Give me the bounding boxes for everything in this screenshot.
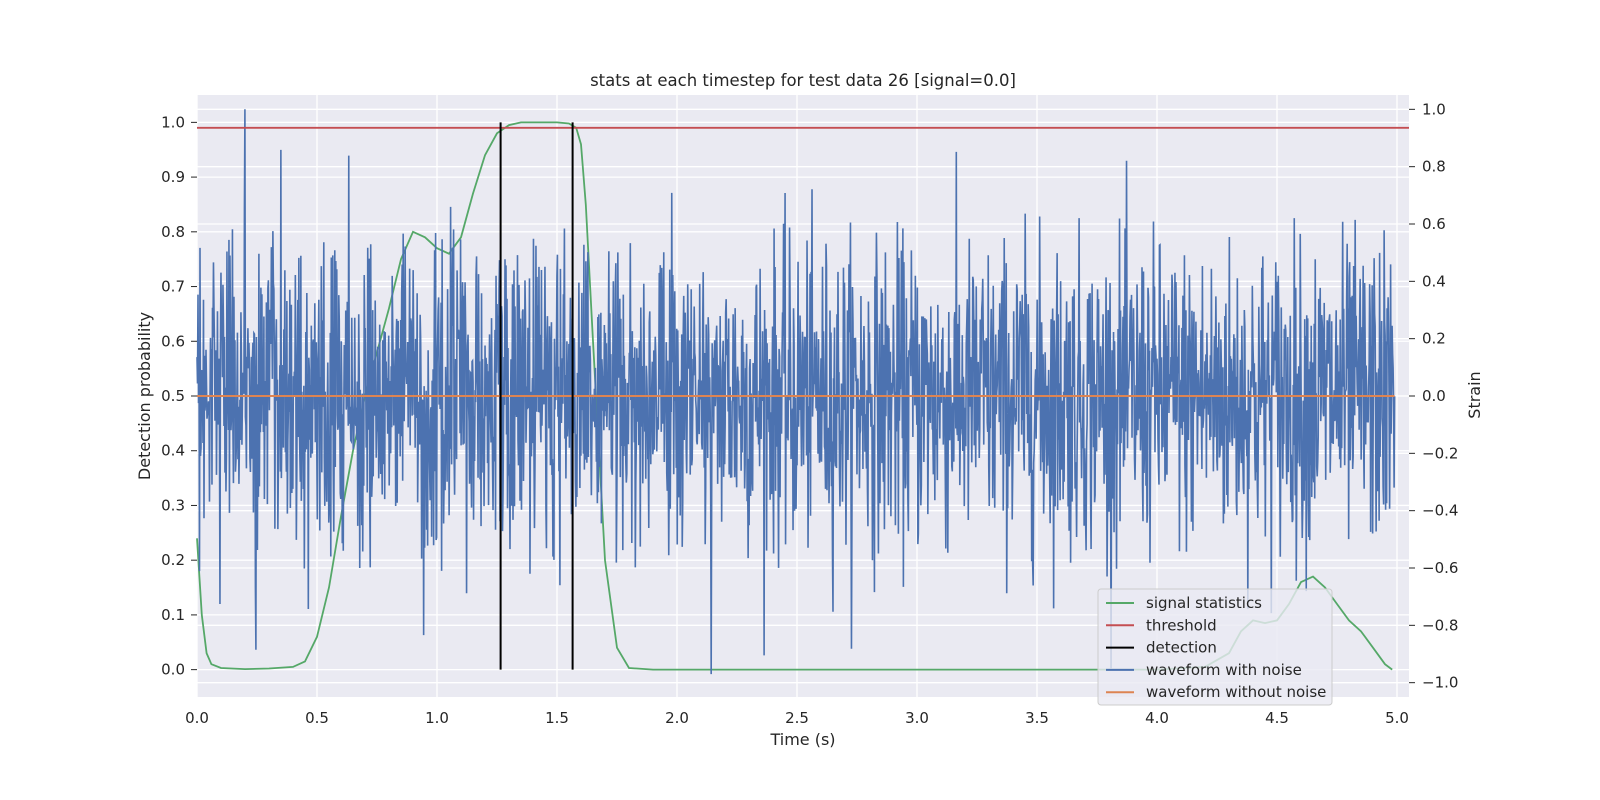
y-right-tick-label: 0.2 <box>1422 330 1446 348</box>
legend-box <box>1097 588 1333 706</box>
legend-label: threshold <box>1146 616 1217 634</box>
legend-label: signal statistics <box>1146 594 1262 612</box>
y-left-tick-label: 0.9 <box>161 168 185 186</box>
x-tick-label: 5.0 <box>1385 709 1409 727</box>
y-axis-right-label: Strain <box>1465 371 1484 418</box>
y-left-tick-label: 0.1 <box>161 606 185 624</box>
y-left-tick-label: 0.2 <box>161 551 185 569</box>
y-right-tick-label: 0.6 <box>1422 215 1446 233</box>
legend-label: waveform without noise <box>1146 683 1326 701</box>
x-tick-label: 0.5 <box>305 709 329 727</box>
y-left-tick-label: 0.6 <box>161 332 185 350</box>
ticks: 0.0 0.5 1.0 1.5 2.0 2.5 3.0 3.5 4.0 4.5 5.0 0.0 0.1 0… <box>161 100 1458 727</box>
x-tick-label: 4.5 <box>1265 709 1289 727</box>
y-left-tick-label: 0.5 <box>161 387 185 405</box>
legend: signal statistics threshold detection wavef… <box>1097 588 1333 706</box>
x-tick-label: 2.5 <box>785 709 809 727</box>
y-right-tick-label: −0.2 <box>1422 444 1458 462</box>
y-left-tick-label: 0.8 <box>161 223 185 241</box>
y-right-tick-label: 1.0 <box>1422 100 1446 118</box>
y-right-tick-label: −0.8 <box>1422 616 1458 634</box>
y-right-tick-label: 0.8 <box>1422 158 1446 176</box>
y-right-tick-label: −0.4 <box>1422 502 1458 520</box>
y-left-tick-label: 1.0 <box>161 113 185 131</box>
x-tick-label: 1.5 <box>545 709 569 727</box>
x-axis-label: Time (s) <box>769 730 835 749</box>
y-right-tick-label: 0.4 <box>1422 272 1446 290</box>
waveform-with-noise-line <box>196 109 1396 675</box>
legend-label: detection <box>1146 639 1217 657</box>
y-left-tick-label: 0.3 <box>161 496 185 514</box>
x-tick-label: 3.5 <box>1025 709 1049 727</box>
y-axis-left-label: Detection probability <box>135 312 154 480</box>
y-left-tick-label: 0.4 <box>161 442 185 460</box>
y-right-tick-label: −0.6 <box>1422 559 1458 577</box>
x-tick-label: 1.0 <box>425 709 449 727</box>
x-tick-label: 4.0 <box>1145 709 1169 727</box>
y-left-tick-label: 0.0 <box>161 661 185 679</box>
chart-title: stats at each timestep for test data 26 … <box>590 71 1016 90</box>
x-tick-label: 2.0 <box>665 709 689 727</box>
x-tick-label: 0.0 <box>185 709 209 727</box>
y-left-tick-label: 0.7 <box>161 278 185 296</box>
y-right-tick-label: −1.0 <box>1422 674 1458 692</box>
y-right-tick-label: 0.0 <box>1422 387 1446 405</box>
legend-label: waveform with noise <box>1146 661 1302 679</box>
x-tick-label: 3.0 <box>905 709 929 727</box>
